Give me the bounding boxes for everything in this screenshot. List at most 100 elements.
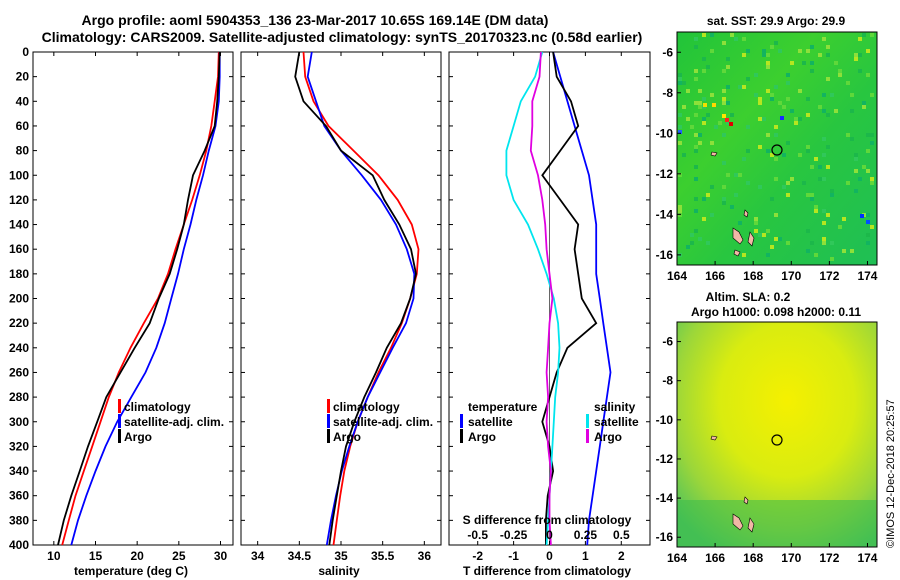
sst-pixel (734, 193, 738, 197)
sst-pixel (814, 253, 818, 257)
sst-pixel (786, 241, 790, 245)
sst-pixel (725, 118, 729, 122)
sst-pixel (846, 181, 850, 185)
top-x-tick-label: 0.25 (574, 528, 598, 542)
sst-pixel (826, 113, 830, 117)
map-x-tick-label: 166 (705, 551, 725, 565)
sst-pixel (806, 97, 810, 101)
sst-pixel (758, 233, 762, 237)
sst-pixel (866, 133, 870, 137)
sst-pixel (678, 81, 682, 85)
sst-pixel (746, 181, 750, 185)
sst-pixel (822, 137, 826, 141)
sst-pixel (730, 205, 734, 209)
sst-pixel (694, 165, 698, 169)
sst-pixel (694, 133, 698, 137)
sst-pixel (702, 217, 706, 221)
sst-pixel (678, 141, 682, 145)
sst-pixel (766, 61, 770, 65)
sst-pixel (702, 33, 706, 37)
sst-pixel (698, 105, 702, 109)
sst-pixel (810, 197, 814, 201)
sst-pixel (774, 133, 778, 137)
sst-pixel (822, 221, 826, 225)
sst-pixel (822, 153, 826, 157)
sst-pixel (762, 53, 766, 57)
sst-pixel (766, 89, 770, 93)
sst-pixel (870, 225, 874, 229)
sst-pixel (826, 213, 830, 217)
sst-pixel (754, 93, 758, 97)
y-tick-label: 100 (9, 168, 29, 182)
sst-pixel (774, 41, 778, 45)
sst-pixel (866, 169, 870, 173)
x-tick-label: 35.5 (371, 549, 395, 563)
sst-pixel (814, 205, 818, 209)
sla-map-green-band (678, 500, 876, 546)
sst-pixel (678, 173, 682, 177)
sst-pixel (722, 41, 726, 45)
sst-pixel (702, 197, 706, 201)
series-argo (294, 51, 417, 546)
sst-pixel (742, 53, 746, 57)
map-x-tick-label: 168 (743, 551, 763, 565)
legend-marker-satellite-adj (327, 414, 330, 428)
legend-label-climatology: climatology (333, 400, 400, 414)
sst-pixel (822, 109, 826, 113)
sst-pixel (818, 105, 822, 109)
temperature-legend: climatology satellite-adj. clim. Argo (118, 399, 224, 444)
sst-pixel (806, 193, 810, 197)
sst-pixel (802, 61, 806, 65)
map-x-tick-label: 170 (781, 551, 801, 565)
x-tick-label: 30 (214, 549, 228, 563)
map-y-tick-label: -16 (656, 530, 674, 544)
sst-pixel (866, 220, 870, 224)
sst-pixel (726, 101, 730, 105)
legend-marker-sal-argo (586, 429, 589, 443)
sst-pixel (778, 49, 782, 53)
top-x-tick-label: 0 (546, 528, 553, 542)
series-temperature-satellite (552, 51, 612, 546)
sst-pixel (806, 145, 810, 149)
sst-pixel (786, 141, 790, 145)
sst-pixel (766, 133, 770, 137)
sst-pixel (702, 121, 706, 125)
sst-pixel (866, 49, 870, 53)
sst-pixel (766, 229, 770, 233)
sst-pixel (734, 173, 738, 177)
sst-pixel (722, 101, 726, 105)
sst-pixel (862, 165, 866, 169)
sst-pixel (810, 45, 814, 49)
sst-pixel (802, 181, 806, 185)
x-tick-label: -2 (472, 549, 483, 563)
map-x-tick-label: 172 (819, 269, 839, 283)
sst-pixel (694, 145, 698, 149)
y-tick-label: 140 (9, 218, 29, 232)
sst-pixel (790, 177, 794, 181)
y-tick-label: 220 (9, 316, 29, 330)
temperature-xlabel: temperature (deg C) (74, 564, 188, 578)
difference-xlabel: T difference from climatology (463, 564, 631, 578)
y-tick-label: 400 (9, 538, 29, 552)
sst-pixel (806, 49, 810, 53)
sst-pixel (698, 133, 702, 137)
sst-pixel (838, 225, 842, 229)
sst-pixel (786, 193, 790, 197)
sst-pixel (790, 61, 794, 65)
sst-pixel (870, 177, 874, 181)
sst-pixel (694, 177, 698, 181)
sst-pixel (774, 237, 778, 241)
sst-pixel (694, 45, 698, 49)
y-tick-label: 240 (9, 341, 29, 355)
map-y-tick-label: -6 (662, 335, 673, 349)
sst-pixel (846, 133, 850, 137)
title-line-2: Climatology: CARS2009. Satellite-adjuste… (42, 29, 643, 45)
sst-pixel (742, 157, 746, 161)
map-y-tick-label: -6 (662, 45, 673, 59)
island (733, 249, 741, 257)
sst-pixel (806, 113, 810, 117)
sst-pixel (710, 93, 714, 97)
sst-pixel (798, 89, 802, 93)
sst-pixel (766, 253, 770, 257)
sst-pixel (798, 153, 802, 157)
